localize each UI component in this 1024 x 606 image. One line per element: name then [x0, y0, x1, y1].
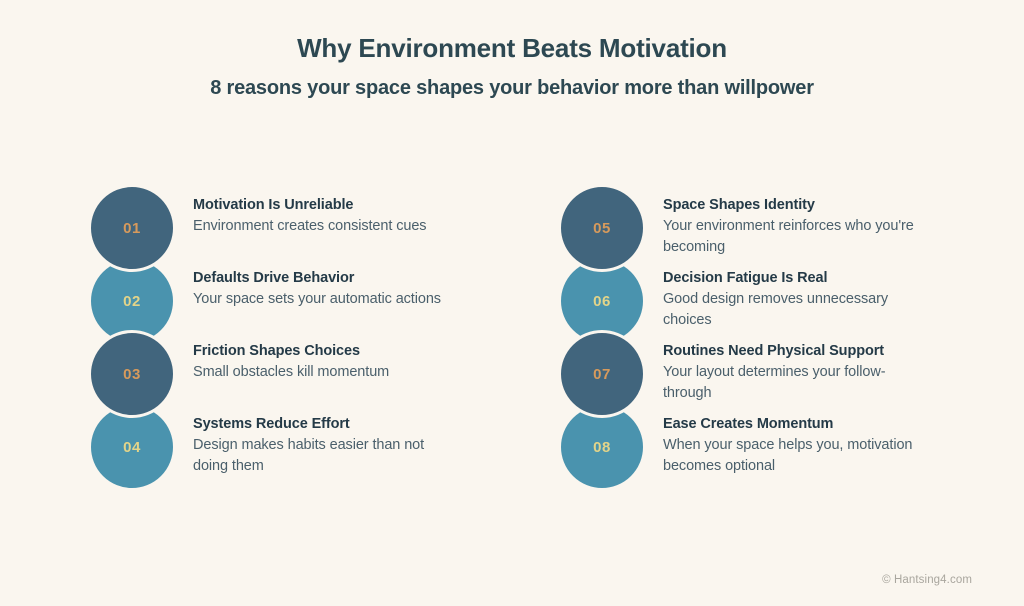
- header: Why Environment Beats Motivation 8 reaso…: [0, 0, 1024, 100]
- reason-number: 07: [593, 365, 611, 383]
- reason-text-block: Defaults Drive Behavior Your space sets y…: [193, 268, 448, 310]
- reason-number: 05: [593, 219, 611, 237]
- reason-title: Decision Fatigue Is Real: [663, 270, 828, 286]
- reason-description: Your space sets your automatic actions: [193, 290, 441, 307]
- reason-text-block: Decision Fatigue Is Real Good design remo…: [663, 268, 933, 331]
- reason-badge-03: 03: [88, 330, 176, 418]
- reason-description: Design makes habits easier than not doin…: [193, 436, 425, 474]
- reason-title: Defaults Drive Behavior: [193, 270, 355, 286]
- reason-text-block: Systems Reduce Effort Design makes habits…: [193, 414, 448, 477]
- reason-description: Your layout determines your follow-throu…: [663, 363, 886, 401]
- reason-title: Ease Creates Momentum: [663, 416, 834, 432]
- reason-title: Systems Reduce Effort: [193, 416, 350, 432]
- reason-badge-01: 01: [88, 184, 176, 272]
- reason-number: 06: [593, 292, 611, 310]
- reason-number: 02: [123, 292, 141, 310]
- reason-badge-05: 05: [558, 184, 646, 272]
- reason-description: When your space helps you, motivation be…: [663, 436, 913, 474]
- footer-credit: © Hantsing4.com: [882, 574, 972, 586]
- reason-title: Motivation Is Unreliable: [193, 197, 354, 213]
- reason-description: Your environment reinforces who you're b…: [663, 217, 914, 255]
- reason-number: 03: [123, 365, 141, 383]
- page-subtitle: 8 reasons your space shapes your behavio…: [210, 77, 814, 99]
- reason-text-block: Routines Need Physical Support Your layou…: [663, 341, 933, 404]
- reason-number: 04: [123, 438, 141, 456]
- reason-text-block: Ease Creates Momentum When your space hel…: [663, 414, 933, 477]
- reason-description: Environment creates consistent cues: [193, 217, 427, 234]
- reason-description: Good design removes unnecessary choices: [663, 290, 888, 328]
- reason-description: Small obstacles kill momentum: [193, 363, 390, 380]
- reason-text-block: Motivation Is Unreliable Environment crea…: [193, 195, 448, 237]
- reason-title: Routines Need Physical Support: [663, 343, 884, 359]
- reason-number: 01: [123, 219, 141, 237]
- reason-text-block: Friction Shapes Choices Small obstacles k…: [193, 341, 448, 383]
- reason-text-block: Space Shapes Identity Your environment re…: [663, 195, 933, 258]
- reason-badge-07: 07: [558, 330, 646, 418]
- reason-number: 08: [593, 438, 611, 456]
- reason-title: Space Shapes Identity: [663, 197, 815, 213]
- page-title: Why Environment Beats Motivation: [297, 33, 727, 63]
- reason-title: Friction Shapes Choices: [193, 343, 360, 359]
